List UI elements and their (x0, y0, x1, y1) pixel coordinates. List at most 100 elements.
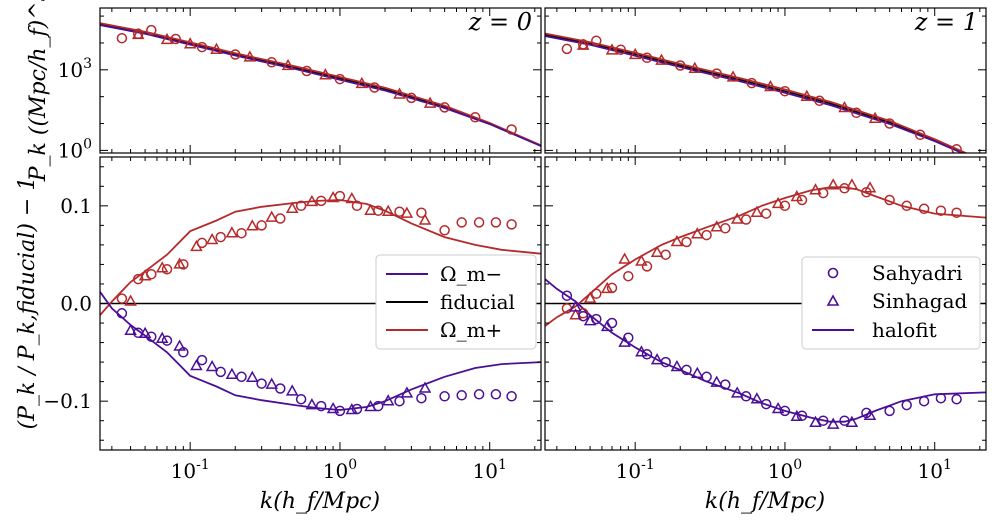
marker-sinhagad-omega-plus (155, 261, 169, 273)
marker-sahyadri-omega-plus (215, 231, 226, 243)
marker-sahyadri-omega-minus (901, 399, 912, 411)
marker-sinhagad-omega-plus (345, 191, 359, 204)
marker-sahyadri-omega-plus (951, 207, 962, 218)
marker-sinhagad-omega-minus (569, 300, 582, 312)
marker-sinhagad-omega-plus (210, 42, 223, 54)
marker-sinhagad-omega-plus (726, 70, 740, 82)
marker-sinhagad-omega-plus (845, 178, 859, 190)
marker-sinhagad-omega-minus (381, 394, 395, 406)
curve-omega-m+ (100, 22, 541, 147)
y-axis-label-bottom: (P_k / P_k,fiducial) − 1 (15, 177, 40, 430)
marker-sinhagad-omega-plus (381, 204, 395, 216)
marker-sinhagad-omega-plus (650, 245, 664, 257)
marker-sinhagad-omega-minus (863, 408, 877, 421)
marker-sahyadri-omega-minus (701, 371, 712, 383)
marker-sahyadri-omega-plus (561, 43, 573, 55)
marker-sahyadri-omega-plus (779, 200, 791, 212)
marker-sinhagad-omega-plus (423, 96, 437, 108)
marker-sahyadri-omega-minus (456, 390, 467, 401)
marker-sinhagad-omega-plus (655, 53, 668, 65)
marker-sahyadri-omega-plus (591, 35, 602, 47)
marker-sahyadri-omega-minus (116, 308, 128, 319)
marker-sahyadri-omega-plus (315, 195, 327, 207)
marker-sahyadri-omega-plus (295, 200, 307, 212)
marker-sahyadri-omega-minus (473, 389, 485, 400)
marker-sinhagad-omega-minus (650, 353, 664, 365)
marker-sahyadri-omega-plus (506, 124, 517, 135)
marker-sahyadri-omega-plus (369, 82, 380, 93)
marker-sahyadri-omega-plus (230, 49, 241, 60)
marker-sahyadri-omega-plus (591, 288, 602, 299)
marker-sinhagad-omega-plus (628, 47, 642, 60)
marker-sahyadri-omega-plus (116, 293, 128, 304)
marker-sahyadri-omega-plus (416, 207, 427, 218)
marker-sahyadri-omega-plus (469, 112, 481, 123)
marker-sahyadri-omega-plus (456, 217, 467, 228)
marker-sahyadri-omega-plus (901, 200, 912, 212)
x-tick-label: 10-1 (616, 457, 655, 483)
curve-fiducial (545, 34, 966, 153)
marker-sinhagad-omega-minus (600, 319, 614, 332)
marker-sinhagad-omega-minus (345, 402, 359, 415)
marker-sinhagad-omega-plus (790, 189, 804, 202)
marker-sinhagad-omega-minus (730, 386, 744, 398)
marker-sahyadri-omega-plus (301, 65, 312, 77)
marker-sahyadri-omega-minus (506, 391, 517, 402)
marker-sinhagad-omega-minus (418, 381, 432, 393)
marker-sinhagad-omega-plus (160, 32, 174, 45)
curve-omega-m- (545, 35, 965, 153)
marker-sahyadri-omega-plus (746, 77, 757, 89)
marker-sahyadri-omega-minus (416, 392, 427, 404)
marker-sinhagad-omega-plus (838, 100, 851, 113)
y-tick-label: 0.0 (60, 292, 92, 316)
marker-sinhagad-omega-plus (305, 194, 319, 207)
legend-marker-sinhagad (826, 294, 840, 306)
marker-sinhagad-omega-plus (243, 50, 257, 62)
legend-cosmology: Ω_m− fiducial Ω_m+ (375, 254, 537, 350)
marker-sahyadri-omega-minus (641, 349, 653, 360)
marker-sinhagad-omega-plus (393, 87, 406, 99)
marker-sinhagad-omega-minus (326, 401, 340, 414)
marker-sinhagad-omega-plus (124, 294, 137, 306)
marker-sinhagad-omega-plus (809, 183, 822, 195)
marker-sinhagad-omega-plus (600, 281, 614, 294)
marker-sahyadri-omega-plus (760, 208, 772, 219)
marker-sinhagad-omega-plus (190, 239, 203, 252)
marker-sinhagad-omega-minus (155, 331, 169, 343)
marker-sinhagad-omega-minus (710, 375, 723, 387)
marker-sahyadri-omega-minus (884, 405, 895, 417)
marker-sinhagad-omega-plus (285, 201, 299, 214)
marker-sinhagad-omega-plus (605, 43, 619, 55)
marker-sahyadri-omega-plus (740, 214, 752, 225)
marker-sahyadri-omega-minus (315, 400, 327, 412)
marker-sahyadri-omega-plus (196, 41, 208, 53)
marker-sahyadri-omega-plus (439, 225, 450, 236)
marker-sahyadri-omega-minus (779, 405, 791, 417)
panel-top-right: z = 1 (544, 7, 987, 154)
y-tick-label: −0.1 (43, 389, 92, 413)
marker-sinhagad-omega-minus (246, 370, 259, 382)
marker-sinhagad-omega-minus (190, 358, 203, 371)
marker-sinhagad-omega-minus (670, 359, 684, 372)
marker-sinhagad-omega-plus (173, 257, 186, 269)
y-tick-label: 103 (58, 56, 92, 82)
marker-sinhagad-omega-minus (845, 415, 859, 427)
marker-sahyadri-omega-minus (817, 415, 829, 426)
marker-sahyadri-omega-minus (256, 378, 267, 389)
marker-sahyadri-omega-minus (215, 366, 226, 378)
marker-sahyadri-omega-minus (951, 393, 962, 405)
marker-sahyadri-omega-plus (394, 206, 405, 217)
marker-sinhagad-omega-minus (809, 415, 822, 427)
marker-sahyadri-omega-minus (577, 310, 589, 322)
marker-sahyadri-omega-plus (577, 308, 589, 319)
marker-sinhagad-omega-plus (205, 232, 219, 245)
redshift-label-z0: z = 0 (468, 8, 532, 36)
axes-frame (99, 7, 542, 154)
marker-sahyadri-omega-plus (439, 102, 450, 113)
marker-sinhagad-omega-minus (265, 377, 278, 389)
y-axis-label-top: P_k ((Mpc/h_f)^3) (26, 0, 51, 182)
x-tick-label: 101 (918, 457, 952, 483)
panel-top-left: 100 103 z = 0 (58, 7, 542, 162)
marker-sinhagad-omega-plus (618, 252, 631, 264)
marker-sinhagad-omega-plus (246, 219, 259, 231)
